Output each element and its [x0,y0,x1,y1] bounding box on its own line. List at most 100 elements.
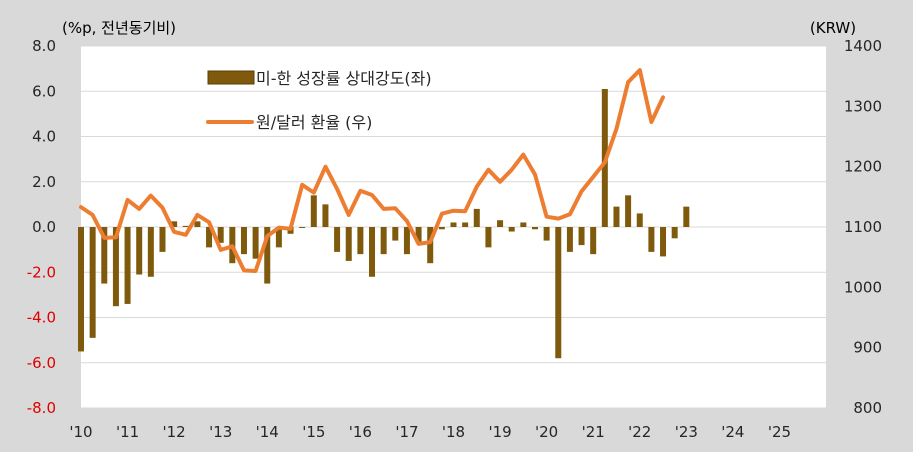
bar [427,227,434,264]
line-point [196,214,198,216]
x-tick-label: '21 [582,423,605,441]
line-point [581,190,583,192]
line-point [627,81,629,83]
x-tick-label: '10 [69,423,92,441]
line-point [592,176,594,178]
left-tick-label: 8.0 [32,37,56,55]
legend: 미-한 성장률 상대강도(좌) 원/달러 환율 (우) [206,69,432,132]
right-axis-ticks: 1400 1300 1200 1100 1000 900 800 [844,37,882,417]
x-tick-label: '22 [628,423,651,441]
left-tick-label: 4.0 [32,128,56,146]
bar [89,227,96,338]
line-point [569,213,571,215]
bar [240,227,247,255]
bar [613,206,620,227]
line-point [394,207,396,209]
x-tick-label: '18 [442,423,465,441]
x-axis-ticks: '10 '11 '12 '13 '14 '15 '16 '17 '18 '19 '20 '21 '22 '… [69,423,791,441]
line-point [639,69,641,71]
left-tick-label: -6.0 [27,354,56,372]
line-point [406,220,408,222]
x-tick-label: '13 [209,423,232,441]
bar [625,195,632,227]
line-point [115,236,117,238]
line-point [243,269,245,271]
bar [275,227,282,248]
bar [217,227,224,243]
line-point [313,192,315,194]
line-point [371,194,373,196]
x-tick-label: '11 [116,423,139,441]
bar [392,227,399,241]
right-tick-label: 1400 [844,37,882,55]
bar [683,206,690,227]
line-point [185,234,187,236]
line-point [487,169,489,171]
right-tick-label: 800 [853,399,882,417]
right-tick-label: 900 [853,339,882,357]
line-point [92,214,94,216]
line-point [80,206,82,208]
bar [194,221,201,227]
bar [450,222,457,227]
bar [660,227,667,257]
x-tick-label: '25 [768,423,791,441]
bar [415,227,422,243]
x-tick-label: '19 [488,423,511,441]
bar [590,227,597,255]
line-point [336,188,338,190]
line-point [441,213,443,215]
bar [357,227,364,255]
line-point [429,241,431,243]
left-tick-label: -8.0 [27,399,56,417]
line-point [290,228,292,230]
line-point [418,243,420,245]
bar [147,227,154,277]
line-point [604,161,606,163]
bar [334,227,341,252]
line-point [208,221,210,223]
line-series [79,68,665,273]
line-point [557,218,559,220]
bar [322,204,329,227]
line-point [266,235,268,237]
bar [369,227,376,277]
line-point [511,169,513,171]
line-point [220,249,222,251]
x-tick-label: '17 [395,423,418,441]
line-point [150,195,152,197]
bar [671,227,678,239]
line-point [662,96,664,98]
right-tick-label: 1300 [844,97,882,115]
x-tick-label: '24 [721,423,744,441]
left-axis-ticks: 8.0 6.0 4.0 2.0 0.0 -2.0 -4.0 -6.0 -8.0 [27,37,56,417]
x-tick-label: '16 [349,423,372,441]
right-tick-label: 1000 [844,278,882,296]
bar [438,227,445,230]
line-point [231,245,233,247]
bar [566,227,573,252]
bar [171,221,178,227]
bar [520,222,527,227]
legend-line-label: 원/달러 환율 (우) [256,113,372,132]
line-point [383,208,385,210]
right-axis-label: (KRW) [810,19,856,37]
line-point [348,214,350,216]
line-point [359,190,361,192]
bar [78,227,84,352]
line-point [615,128,617,130]
left-tick-label: -2.0 [27,263,56,281]
left-tick-label: 0.0 [32,218,56,236]
bar [206,227,213,248]
bar [485,227,492,248]
line-point [173,231,175,233]
bar [159,227,166,252]
bar [578,227,585,246]
left-tick-label: 2.0 [32,173,56,191]
bar [636,213,643,227]
left-tick-label: -4.0 [27,309,56,327]
bar [101,227,108,284]
legend-bar-swatch [207,70,255,85]
left-axis-label: (%p, 전년동기비) [62,19,176,37]
